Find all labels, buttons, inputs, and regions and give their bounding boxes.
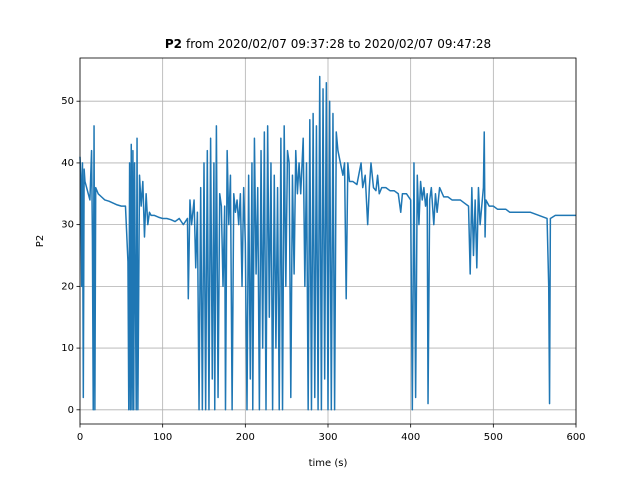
title-prefix: P2 (165, 37, 182, 51)
data-line (79, 75, 576, 411)
y-tick-label: 0 (68, 405, 74, 416)
y-tick-label: 20 (61, 281, 74, 292)
y-tick-label: 10 (61, 343, 74, 354)
x-tick-label: 500 (484, 432, 503, 443)
x-tick-label: 300 (318, 432, 337, 443)
x-tick-label: 600 (566, 432, 585, 443)
y-tick-label: 40 (61, 158, 74, 169)
title-text: from 2020/02/07 09:37:28 to 2020/02/07 0… (186, 37, 491, 51)
y-tick-label: 30 (61, 220, 74, 231)
y-axis-label: P2 (35, 235, 46, 247)
chart-title: P2 from 2020/02/07 09:37:28 to 2020/02/07… (165, 37, 491, 51)
y-tick-label: 50 (61, 96, 74, 107)
x-tick-label: 200 (236, 432, 255, 443)
x-axis-label: time (s) (309, 458, 348, 469)
x-tick-label: 400 (401, 432, 420, 443)
axes-frame (79, 57, 577, 425)
x-tick-label: 100 (153, 432, 172, 443)
x-tick-label: 0 (77, 432, 83, 443)
